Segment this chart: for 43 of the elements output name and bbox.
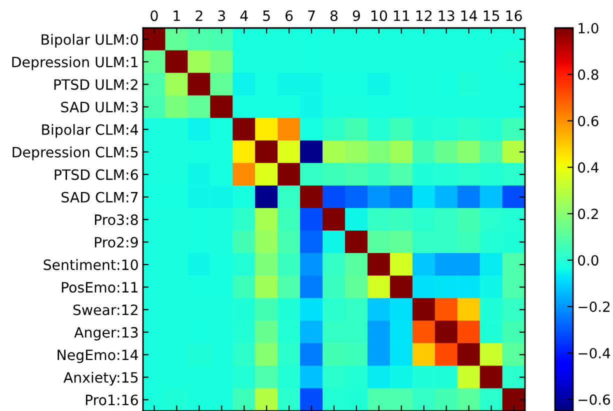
x-tick-label: 9 bbox=[352, 10, 360, 22]
y-tick-label: Depression CLM:5 bbox=[12, 146, 138, 160]
color-bar-label: 0.6 bbox=[578, 116, 598, 126]
y-tick-label: PTSD CLM:6 bbox=[54, 169, 138, 180]
y-tick-label: NegEmo:14 bbox=[58, 350, 138, 364]
color-bar-label: −0.4 bbox=[578, 348, 610, 358]
y-tick-label: Swear:12 bbox=[73, 304, 138, 316]
y-tick-label: Depression ULM:1 bbox=[12, 56, 138, 70]
x-tick-label: 15 bbox=[484, 10, 500, 22]
x-tick-label: 16 bbox=[506, 10, 522, 22]
x-tick-label: 8 bbox=[330, 10, 338, 22]
y-tick-label: SAD CLM:7 bbox=[62, 192, 138, 203]
color-bar-label: −0.6 bbox=[578, 394, 610, 405]
y-tick-label: SAD ULM:3 bbox=[61, 102, 138, 112]
color-bar-label: 0.0 bbox=[578, 255, 598, 266]
y-tick-label: Sentiment:10 bbox=[44, 259, 138, 270]
x-tick-label: 4 bbox=[240, 10, 248, 21]
y-tick-label: Bipolar ULM:0 bbox=[42, 34, 138, 48]
color-bar-label: 0.4 bbox=[578, 162, 598, 173]
x-tick-label: 7 bbox=[308, 10, 315, 21]
color-bar-label: 0.2 bbox=[578, 208, 598, 220]
x-tick-label: 5 bbox=[263, 10, 270, 22]
color-bar-label: 1.0 bbox=[578, 22, 598, 34]
x-tick-label: 2 bbox=[196, 10, 202, 21]
x-tick-label: 3 bbox=[218, 10, 226, 22]
x-tick-label: 6 bbox=[286, 10, 293, 22]
color-bar-label: 0.8 bbox=[578, 69, 598, 80]
y-tick-label: PosEmo:11 bbox=[62, 282, 138, 293]
color-bar-label: −0.2 bbox=[578, 302, 610, 312]
x-tick-label: 11 bbox=[394, 10, 410, 21]
x-tick-label: 0 bbox=[150, 10, 158, 22]
y-tick-label: Pro3:8 bbox=[94, 214, 138, 226]
x-tick-label: 1 bbox=[174, 10, 180, 21]
x-tick-label: 12 bbox=[416, 10, 432, 21]
x-tick-label: 13 bbox=[438, 10, 454, 22]
y-tick-label: Anxiety:15 bbox=[64, 372, 138, 386]
y-tick-label: Pro1:16 bbox=[86, 394, 138, 406]
y-tick-label: Bipolar CLM:4 bbox=[42, 124, 138, 138]
y-tick-label: PTSD ULM:2 bbox=[54, 79, 138, 90]
x-tick-label: 10 bbox=[371, 10, 388, 22]
y-tick-label: Pro2:9 bbox=[94, 236, 138, 248]
y-tick-label: Anger:13 bbox=[74, 327, 138, 340]
x-tick-label: 14 bbox=[461, 10, 478, 21]
